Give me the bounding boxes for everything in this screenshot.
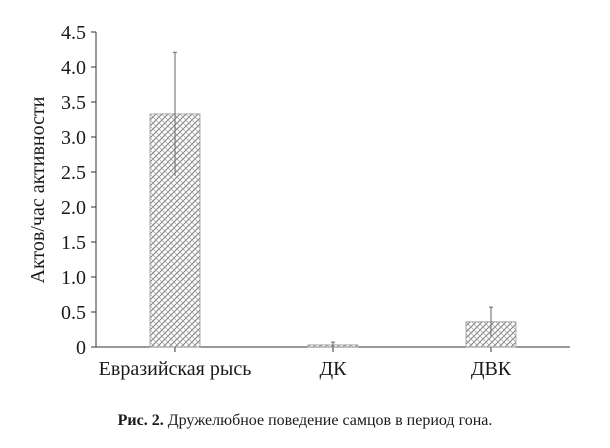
error-bars xyxy=(173,51,493,347)
x-tick-label: ДВК xyxy=(471,358,512,380)
y-tick-label: 3.5 xyxy=(61,92,86,114)
y-tick-label: 1.0 xyxy=(61,267,86,289)
y-axis: 0 0.5 1.0 1.5 2.0 2.5 3.0 3.5 4.0 4.5 xyxy=(61,22,97,359)
y-tick-label: 2.0 xyxy=(61,197,86,219)
figure-label: Рис. 2. xyxy=(117,412,164,429)
y-axis-title: Актов/час активности xyxy=(27,96,49,283)
x-axis: Евразийская рысь ДК ДВК xyxy=(96,346,570,380)
x-tick-label: ДК xyxy=(320,358,348,380)
figure-caption: Рис. 2. Дружелюбное поведение самцов в п… xyxy=(0,412,610,430)
y-tick-label: 0.5 xyxy=(61,302,86,324)
y-tick-label: 1.5 xyxy=(61,232,86,254)
y-tick-label: 4.0 xyxy=(61,57,86,79)
x-tick-label: Евразийская рысь xyxy=(99,358,252,380)
y-tick-label: 4.5 xyxy=(61,22,86,44)
y-tick-label: 0 xyxy=(76,337,86,359)
chart: 0 0.5 1.0 1.5 2.0 2.5 3.0 3.5 4.0 4.5 Евразийская… xyxy=(27,22,570,380)
y-tick-label: 2.5 xyxy=(61,162,86,184)
figure-caption-text: Дружелюбное поведение самцов в период го… xyxy=(163,412,493,429)
bars xyxy=(149,113,517,348)
y-tick-label: 3.0 xyxy=(61,127,86,149)
